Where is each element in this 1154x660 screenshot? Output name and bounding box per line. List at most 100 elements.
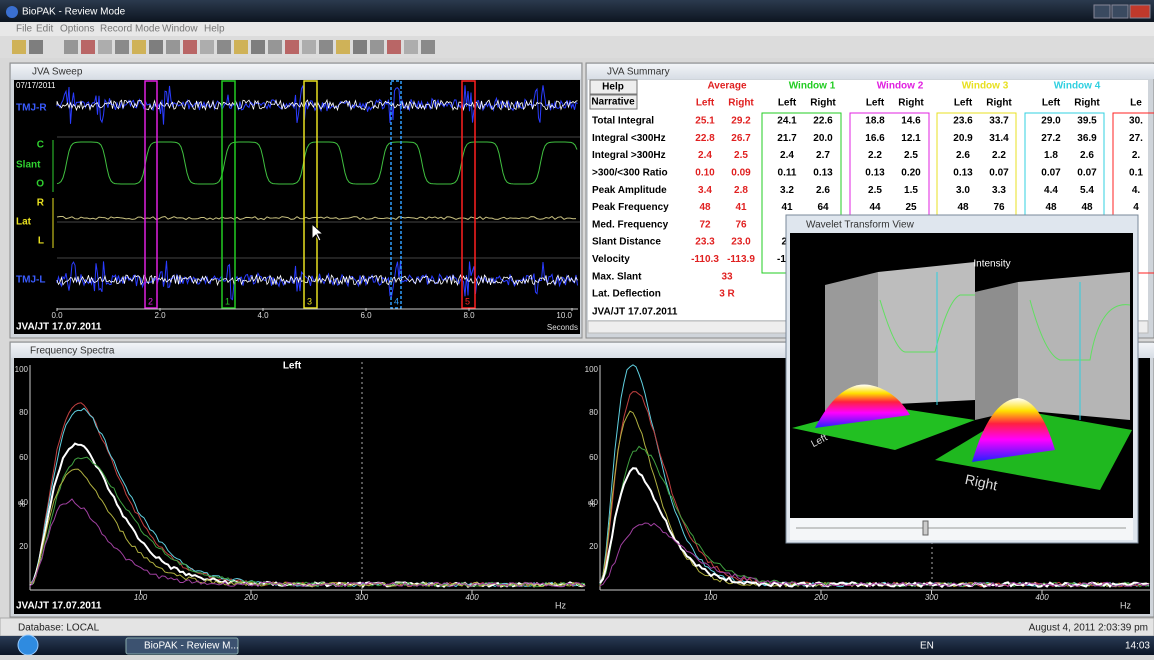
x-unit: Hz bbox=[1120, 600, 1131, 610]
window-title: BioPAK - Review Mode bbox=[22, 7, 126, 18]
cell: 21.7 bbox=[777, 133, 797, 144]
y-tick-label: 80 bbox=[589, 408, 598, 417]
cell: -110.3 bbox=[691, 254, 719, 265]
cell: 2.5 bbox=[734, 150, 748, 161]
summary-title: JVA Summary bbox=[607, 67, 670, 78]
marker-label: 3 bbox=[307, 296, 312, 306]
menu-item[interactable]: Options bbox=[60, 24, 94, 35]
toolbar-button[interactable] bbox=[12, 40, 26, 54]
x-tick-label: 2.0 bbox=[154, 311, 166, 320]
cell: 0.07 bbox=[1077, 168, 1097, 179]
slider-track bbox=[790, 518, 1133, 540]
cell: 2.7 bbox=[816, 150, 830, 161]
toolbar-button[interactable] bbox=[302, 40, 316, 54]
x-tick-label: 400 bbox=[1035, 593, 1049, 602]
toolbar-button[interactable] bbox=[234, 40, 248, 54]
toolbar-button[interactable] bbox=[183, 40, 197, 54]
cell: 4.4 bbox=[1044, 185, 1058, 196]
x-tick-label: 300 bbox=[925, 593, 939, 602]
slider-thumb[interactable] bbox=[923, 521, 928, 535]
group-header: Window 3 bbox=[962, 81, 1009, 92]
cell: 12.1 bbox=[901, 133, 921, 144]
cell: 3.4 bbox=[698, 185, 712, 196]
cell: 2.4 bbox=[780, 150, 794, 161]
cell: 31.4 bbox=[989, 133, 1009, 144]
column-header: Right bbox=[898, 98, 924, 109]
toolbar-button[interactable] bbox=[81, 40, 95, 54]
cell: 3.0 bbox=[956, 185, 970, 196]
toolbar-button[interactable] bbox=[166, 40, 180, 54]
channel-label: TMJ-L bbox=[16, 275, 45, 286]
toolbar-button[interactable] bbox=[268, 40, 282, 54]
row-label: >300/<300 Ratio bbox=[592, 168, 668, 179]
toolbar-button[interactable] bbox=[336, 40, 350, 54]
toolbar-button[interactable] bbox=[149, 40, 163, 54]
cell: 39.5 bbox=[1077, 116, 1097, 127]
toolbar-button[interactable] bbox=[319, 40, 333, 54]
row-label: Med. Frequency bbox=[592, 219, 669, 230]
panel-label: Left bbox=[283, 361, 302, 372]
cell: 25.1 bbox=[695, 116, 715, 127]
footer: JVA/JT 17.07.2011 bbox=[16, 601, 102, 612]
toolbar-button[interactable] bbox=[29, 40, 43, 54]
cell: 0.1 bbox=[1129, 168, 1143, 179]
column-header: Left bbox=[866, 98, 885, 109]
cell: 0.07 bbox=[989, 168, 1009, 179]
cell: 30. bbox=[1129, 116, 1143, 127]
x-tick-label: 200 bbox=[813, 593, 828, 602]
y-tick-label: 60 bbox=[589, 453, 598, 462]
toolbar-button[interactable] bbox=[370, 40, 384, 54]
channel-label: TMJ-R bbox=[16, 103, 47, 114]
minimize-button[interactable] bbox=[1094, 5, 1110, 18]
cell: 26.7 bbox=[731, 133, 751, 144]
cell: 27.2 bbox=[1041, 133, 1061, 144]
cell: 2.4 bbox=[698, 150, 712, 161]
toolbar-button[interactable] bbox=[115, 40, 129, 54]
column-header: Right bbox=[728, 98, 754, 109]
toolbar-button[interactable] bbox=[98, 40, 112, 54]
clock: 14:03 bbox=[1125, 641, 1150, 652]
toolbar-button[interactable] bbox=[285, 40, 299, 54]
close-button[interactable] bbox=[1130, 5, 1150, 18]
cell: 2. bbox=[1132, 150, 1141, 161]
database-status: Database: LOCAL bbox=[18, 623, 100, 634]
menu-item[interactable]: Window bbox=[162, 24, 198, 35]
toolbar-button[interactable] bbox=[217, 40, 231, 54]
toolbar-button[interactable] bbox=[421, 40, 435, 54]
column-header: Left bbox=[778, 98, 797, 109]
toolbar-button[interactable] bbox=[404, 40, 418, 54]
cell: 22.8 bbox=[695, 133, 715, 144]
axis-letter: R bbox=[37, 198, 45, 209]
toolbar-button[interactable] bbox=[200, 40, 214, 54]
cell: 2.6 bbox=[1080, 150, 1094, 161]
group-header: Window 4 bbox=[1054, 81, 1101, 92]
toolbar-button[interactable] bbox=[64, 40, 78, 54]
group-header: Window 1 bbox=[789, 81, 836, 92]
column-header: Right bbox=[810, 98, 836, 109]
row-label: Max. Slant bbox=[592, 271, 642, 282]
menu-item[interactable]: File bbox=[16, 24, 33, 35]
group-header: Window 2 bbox=[877, 81, 924, 92]
page: BioPAK - Review Mode FileEdit Options Reco… bbox=[0, 0, 1154, 655]
group-header: Average bbox=[707, 81, 747, 92]
toolbar-button[interactable] bbox=[387, 40, 401, 54]
row-label: Velocity bbox=[592, 254, 630, 265]
x-tick-label: 8.0 bbox=[463, 311, 475, 320]
cell: 41 bbox=[781, 202, 793, 213]
cell: 1.5 bbox=[904, 185, 918, 196]
cell: -113.9 bbox=[727, 254, 755, 265]
sweep-title: JVA Sweep bbox=[32, 67, 83, 78]
menu-item[interactable]: Record Mode bbox=[100, 24, 160, 35]
toolbar-button[interactable] bbox=[251, 40, 265, 54]
y-tick-label: 20 bbox=[19, 542, 28, 551]
start-button[interactable] bbox=[18, 635, 38, 655]
menu-item[interactable]: Edit bbox=[36, 24, 53, 35]
cell: 48 bbox=[1045, 202, 1057, 213]
menu-item[interactable]: Help bbox=[204, 24, 225, 35]
cell: 25 bbox=[905, 202, 917, 213]
toolbar-button[interactable] bbox=[132, 40, 146, 54]
toolbar-button[interactable] bbox=[353, 40, 367, 54]
title-bar bbox=[0, 0, 1154, 22]
maximize-button[interactable] bbox=[1112, 5, 1128, 18]
cell: 1.8 bbox=[1044, 150, 1058, 161]
